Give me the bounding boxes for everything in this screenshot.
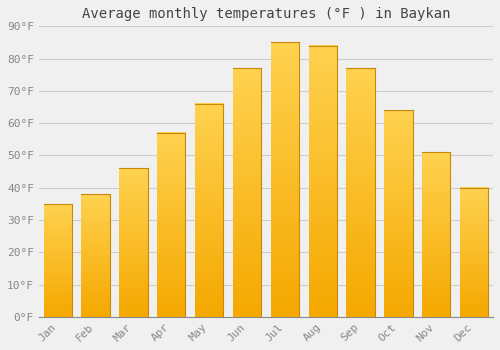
Title: Average monthly temperatures (°F ) in Baykan: Average monthly temperatures (°F ) in Ba… [82,7,450,21]
